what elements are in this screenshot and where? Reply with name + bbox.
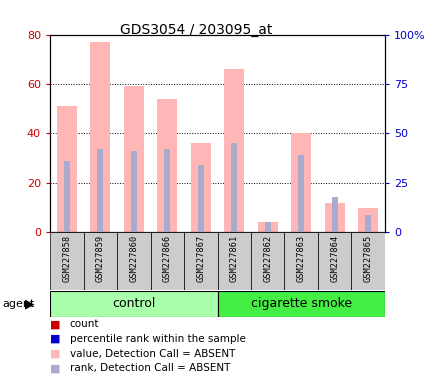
Bar (64, 161, 69, 232)
Text: agent: agent (2, 299, 34, 309)
Text: GSM227865: GSM227865 (363, 235, 372, 283)
Text: ■: ■ (50, 319, 60, 329)
Bar (224, 69, 244, 232)
Text: GSM227861: GSM227861 (229, 235, 238, 283)
Bar (257, 222, 277, 232)
Bar (351, 232, 384, 290)
Text: ■: ■ (50, 349, 60, 359)
Bar (250, 232, 284, 290)
Bar (117, 232, 150, 290)
Text: GSM227859: GSM227859 (95, 235, 105, 283)
Text: GSM227862: GSM227862 (263, 235, 272, 283)
Text: rank, Detection Call = ABSENT: rank, Detection Call = ABSENT (69, 363, 230, 373)
Text: GSM227864: GSM227864 (329, 235, 339, 283)
Bar (317, 232, 351, 290)
Text: ▶: ▶ (25, 297, 35, 310)
Bar (131, 151, 136, 232)
Bar (357, 208, 378, 232)
Bar (217, 291, 384, 317)
Bar (83, 232, 117, 290)
Bar (290, 134, 311, 232)
Text: ■: ■ (50, 363, 60, 373)
Bar (217, 232, 250, 290)
Bar (284, 232, 317, 290)
Bar (231, 143, 237, 232)
Text: GSM227867: GSM227867 (196, 235, 205, 283)
Bar (324, 203, 344, 232)
Text: count: count (69, 319, 99, 329)
Text: GSM227863: GSM227863 (296, 235, 305, 283)
Text: value, Detection Call = ABSENT: value, Detection Call = ABSENT (69, 349, 234, 359)
Bar (90, 42, 110, 232)
Text: GSM227858: GSM227858 (62, 235, 71, 283)
Text: GSM227860: GSM227860 (129, 235, 138, 283)
Bar (298, 155, 303, 232)
Bar (190, 143, 210, 232)
Bar (365, 215, 370, 232)
Text: cigarette smoke: cigarette smoke (250, 297, 351, 310)
Bar (264, 222, 270, 232)
Bar (184, 232, 217, 290)
Bar (50, 232, 83, 290)
Text: GDS3054 / 203095_at: GDS3054 / 203095_at (119, 23, 271, 37)
Bar (123, 86, 144, 232)
Bar (331, 197, 337, 232)
Bar (197, 165, 203, 232)
Text: ■: ■ (50, 334, 60, 344)
Bar (56, 106, 77, 232)
Bar (150, 232, 184, 290)
Bar (50, 291, 217, 317)
Text: GSM227866: GSM227866 (162, 235, 171, 283)
Bar (97, 149, 103, 232)
Bar (164, 149, 170, 232)
Text: percentile rank within the sample: percentile rank within the sample (69, 334, 245, 344)
Bar (157, 99, 177, 232)
Text: control: control (112, 297, 155, 310)
